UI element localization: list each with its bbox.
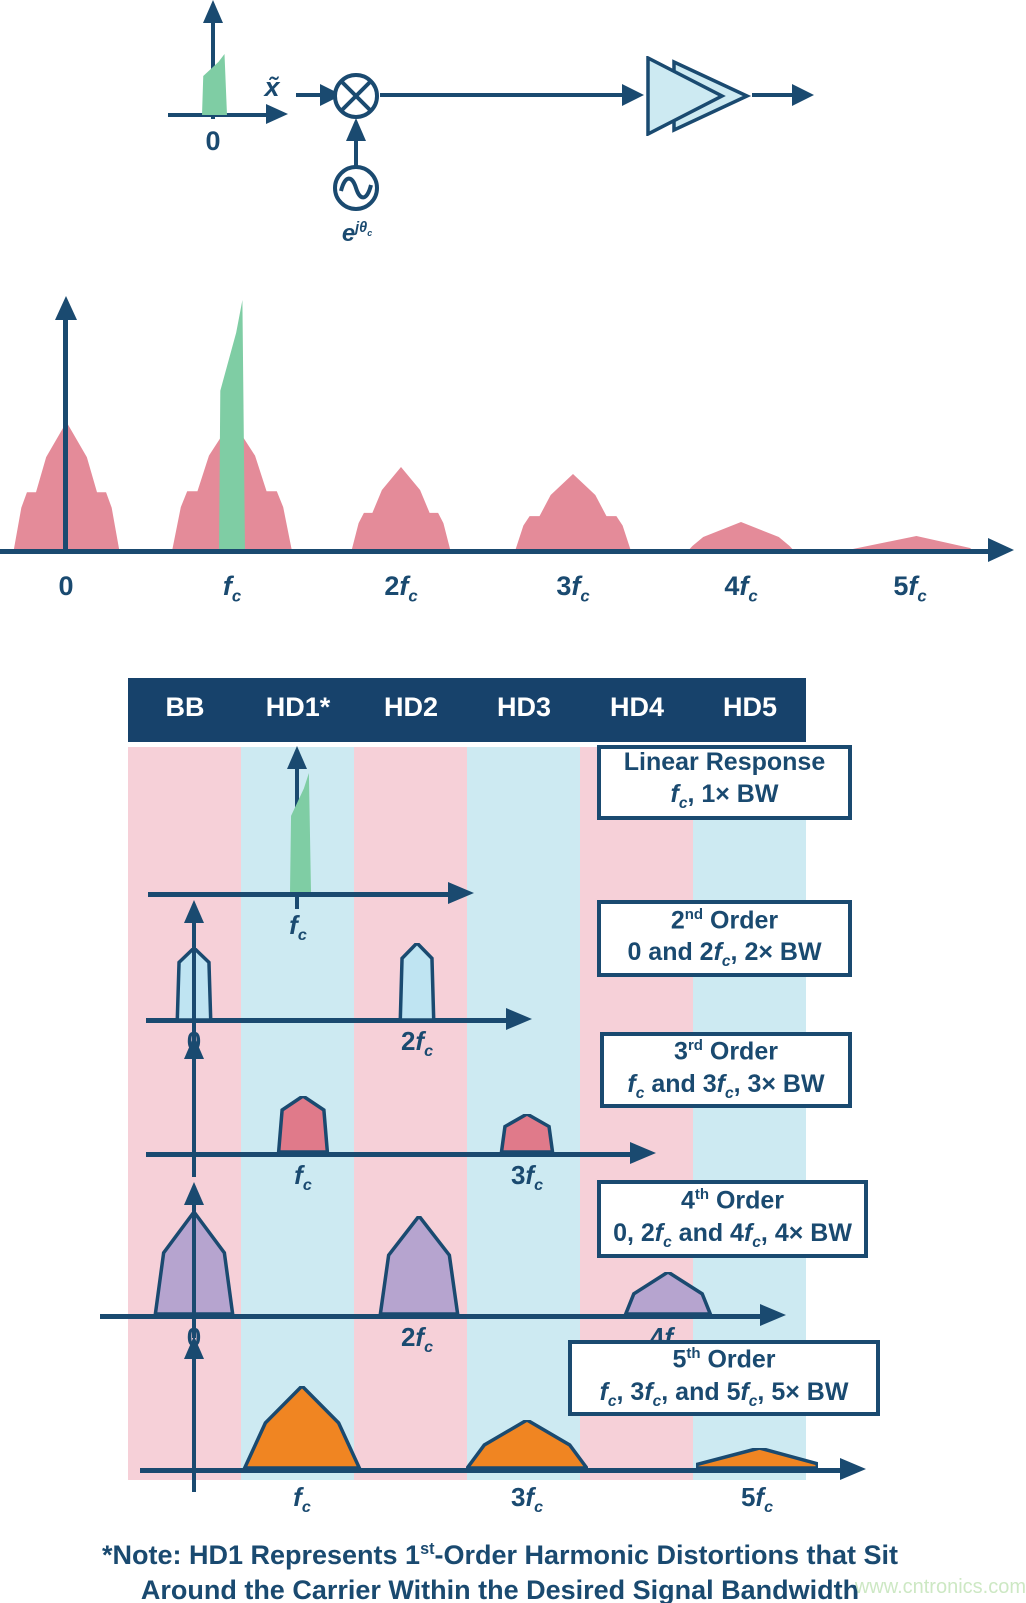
baseband-x-axis bbox=[168, 113, 266, 117]
header-label-bb: BB bbox=[165, 692, 205, 722]
footnote-line2: Around the Carrier Within the Desired Si… bbox=[140, 1575, 860, 1603]
band-hd2 bbox=[354, 747, 467, 1480]
row5-lobe-5fc bbox=[696, 1448, 818, 1468]
row5-label-fc: fc bbox=[293, 1482, 311, 1517]
5th-order-box-line2: fc, 3fc, and 5fc, 5× BW bbox=[599, 1377, 849, 1410]
spectrum-lobe-3fc bbox=[514, 474, 632, 552]
footnote-line1: *Note: HD1 Represents 1st-Order Harmonic… bbox=[101, 1540, 899, 1570]
4th-order-box: 4th Order 0, 2fc and 4fc, 4× BW bbox=[597, 1180, 868, 1258]
4th-order-box-line1: 4th Order bbox=[680, 1186, 785, 1215]
row3-y-axis bbox=[192, 1056, 196, 1177]
row1-x-axis-arrowhead-icon bbox=[448, 882, 474, 904]
mixer-output-line bbox=[380, 93, 622, 97]
band-bb bbox=[128, 747, 241, 1480]
linear-response-box-line2: fc, 1× BW bbox=[670, 779, 779, 812]
row3-label-3fc: 3fc bbox=[510, 1160, 544, 1195]
watermark: www.cntronics.com bbox=[854, 1576, 1026, 1598]
row4-x-axis bbox=[100, 1314, 760, 1319]
row5-y-axis-arrowhead-icon bbox=[184, 1336, 204, 1359]
band-header-bar: BB HD1* HD2 HD3 HD4 HD5 bbox=[128, 678, 806, 742]
spectrum-x-axis-arrowhead-icon bbox=[988, 538, 1014, 562]
row5-x-axis-arrowhead-icon bbox=[840, 1458, 866, 1480]
carrier-sliver bbox=[219, 300, 245, 552]
row3-lobe-3fc bbox=[498, 1114, 556, 1152]
baseband-y-axis-arrowhead-icon bbox=[203, 0, 223, 23]
spectrum-lobe-4fc bbox=[687, 522, 795, 552]
2nd-order-box: 2nd Order 0 and 2fc, 2× BW bbox=[597, 900, 852, 977]
row2-label-2fc: 2fc bbox=[400, 1026, 434, 1061]
mixer-output-arrowhead-icon bbox=[622, 84, 644, 106]
row5-label-5fc: 5fc bbox=[740, 1482, 774, 1517]
3rd-order-box: 3rd Order fc and 3fc, 3× BW bbox=[600, 1032, 852, 1108]
row4-lobe-4fc bbox=[623, 1272, 713, 1314]
row5-label-3fc: 3fc bbox=[510, 1482, 544, 1517]
row2-x-axis bbox=[146, 1018, 506, 1023]
header-label-hd5: HD5 bbox=[722, 692, 778, 722]
4th-order-box-line2: 0, 2fc and 4fc, 4× BW bbox=[613, 1218, 852, 1251]
2nd-order-box-line2: 0 and 2fc, 2× BW bbox=[627, 938, 822, 971]
header-label-hd4: HD4 bbox=[609, 692, 665, 722]
mixer-icon bbox=[333, 73, 379, 119]
spectrum-label-0: 0 bbox=[58, 571, 74, 601]
row2-y-axis-arrowhead-icon bbox=[184, 900, 204, 923]
footnote: *Note: HD1 Represents 1st-Order Harmonic… bbox=[60, 1532, 940, 1603]
spectrum-label-5fc: 5fc bbox=[893, 571, 927, 606]
oscillator-arrow-line bbox=[354, 140, 358, 166]
3rd-order-box-line2: fc and 3fc, 3× BW bbox=[627, 1069, 825, 1102]
row1-y-axis-arrowhead-icon bbox=[287, 746, 307, 769]
row2-x-axis-arrowhead-icon bbox=[506, 1008, 532, 1030]
spectrum-label-2fc: 2fc bbox=[384, 571, 418, 606]
row1-label-fc: fc bbox=[289, 910, 307, 945]
row1-fc-tick bbox=[295, 897, 299, 909]
row3-y-axis-arrowhead-icon bbox=[184, 1036, 204, 1059]
oscillator-arrowhead-icon bbox=[346, 118, 366, 141]
5th-order-box-line1: 5th Order bbox=[672, 1345, 776, 1374]
row5-x-axis bbox=[140, 1468, 840, 1473]
row4-y-axis-arrowhead-icon bbox=[184, 1182, 204, 1205]
row3-lobe-fc bbox=[274, 1096, 332, 1152]
spectrum-y-axis bbox=[63, 318, 68, 549]
baseband-zero-label: 0 bbox=[205, 126, 221, 156]
band-hd3 bbox=[467, 747, 580, 1480]
header-label-hd3: HD3 bbox=[496, 692, 552, 722]
row4-y-axis bbox=[192, 1202, 196, 1338]
row2-y-axis bbox=[192, 920, 196, 1043]
header-label-hd2: HD2 bbox=[383, 692, 439, 722]
row4-label-2fc: 2fc bbox=[400, 1322, 434, 1357]
input-signal-label: x̃ bbox=[264, 72, 280, 102]
spectrum-label-fc: fc bbox=[222, 571, 242, 606]
baseband-x-axis-arrowhead-icon bbox=[266, 104, 288, 124]
spectrum-x-axis bbox=[0, 549, 988, 554]
row4-x-axis-arrowhead-icon bbox=[760, 1304, 786, 1326]
row5-lobe-fc bbox=[241, 1386, 363, 1468]
output-arrow-line bbox=[752, 93, 792, 97]
amplifier-icon bbox=[644, 56, 752, 136]
row3-x-axis bbox=[146, 1152, 630, 1157]
output-arrowhead-icon bbox=[792, 84, 814, 106]
row5-lobe-3fc bbox=[466, 1420, 588, 1468]
row1-x-axis bbox=[148, 892, 448, 897]
row5-y-axis bbox=[192, 1356, 196, 1492]
spectrum-label-4fc: 4fc bbox=[724, 571, 758, 606]
row2-lobe-2fc bbox=[395, 943, 439, 1020]
row3-label-fc: fc bbox=[294, 1160, 312, 1195]
linear-response-box: Linear Response fc, 1× BW bbox=[597, 745, 852, 820]
row3-x-axis-arrowhead-icon bbox=[630, 1142, 656, 1164]
5th-order-box: 5th Order fc, 3fc, and 5fc, 5× BW bbox=[568, 1340, 880, 1416]
spectrum-label-3fc: 3fc bbox=[556, 571, 590, 606]
spectrum-lobe-2fc bbox=[351, 467, 451, 552]
spectrum-y-axis-arrowhead-icon bbox=[55, 296, 77, 320]
input-arrow-line bbox=[296, 93, 320, 97]
header-label-hd1: HD1* bbox=[265, 692, 331, 722]
row4-lobe-2fc bbox=[373, 1216, 465, 1314]
2nd-order-box-line1: 2nd Order bbox=[670, 905, 779, 935]
3rd-order-box-line1: 3rd Order bbox=[674, 1037, 778, 1066]
oscillator-icon bbox=[333, 165, 379, 211]
linear-response-box-line1: Linear Response bbox=[623, 747, 826, 776]
oscillator-label: ejθc bbox=[341, 220, 373, 247]
